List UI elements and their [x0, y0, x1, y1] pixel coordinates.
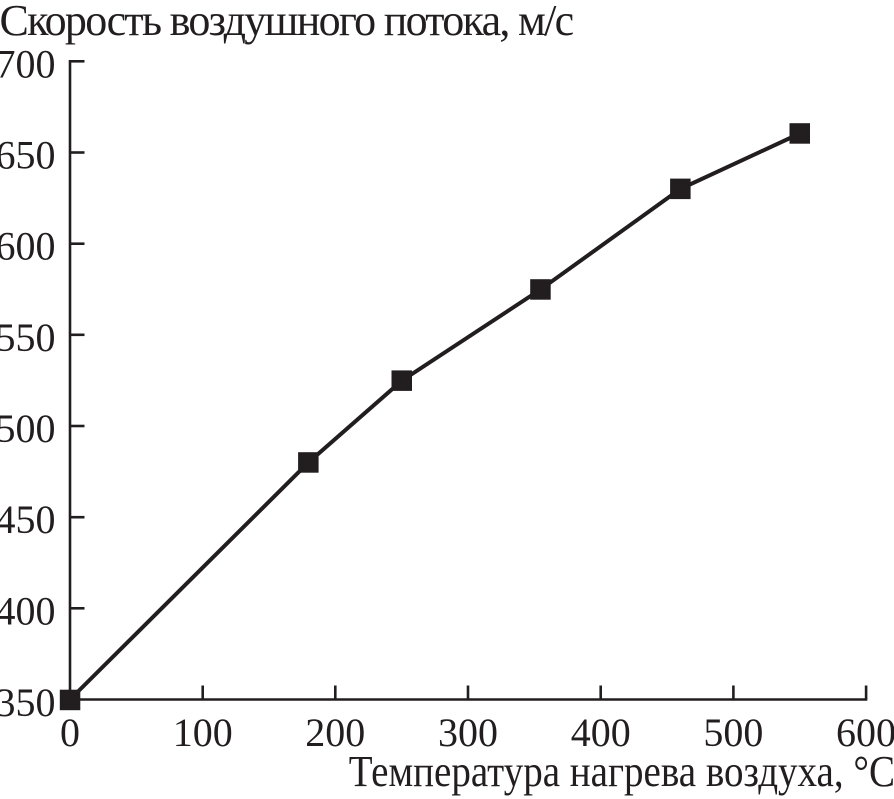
svg-text:450: 450 [0, 497, 56, 542]
svg-text:500: 500 [0, 406, 56, 451]
svg-text:500: 500 [703, 710, 763, 755]
svg-text:Скорость воздушного потока, м/: Скорость воздушного потока, м/с [0, 0, 574, 45]
svg-text:350: 350 [0, 680, 56, 725]
svg-text:Температура нагрева воздуха, °: Температура нагрева воздуха, °C [349, 747, 894, 796]
svg-text:550: 550 [0, 315, 56, 360]
svg-text:600: 600 [836, 710, 894, 755]
svg-text:700: 700 [0, 41, 56, 86]
svg-text:400: 400 [571, 710, 631, 755]
svg-text:0: 0 [60, 710, 80, 755]
svg-text:100: 100 [173, 710, 233, 755]
svg-text:300: 300 [438, 710, 498, 755]
svg-text:650: 650 [0, 133, 56, 178]
svg-text:200: 200 [305, 710, 365, 755]
svg-text:600: 600 [0, 224, 56, 269]
svg-text:400: 400 [0, 588, 56, 633]
